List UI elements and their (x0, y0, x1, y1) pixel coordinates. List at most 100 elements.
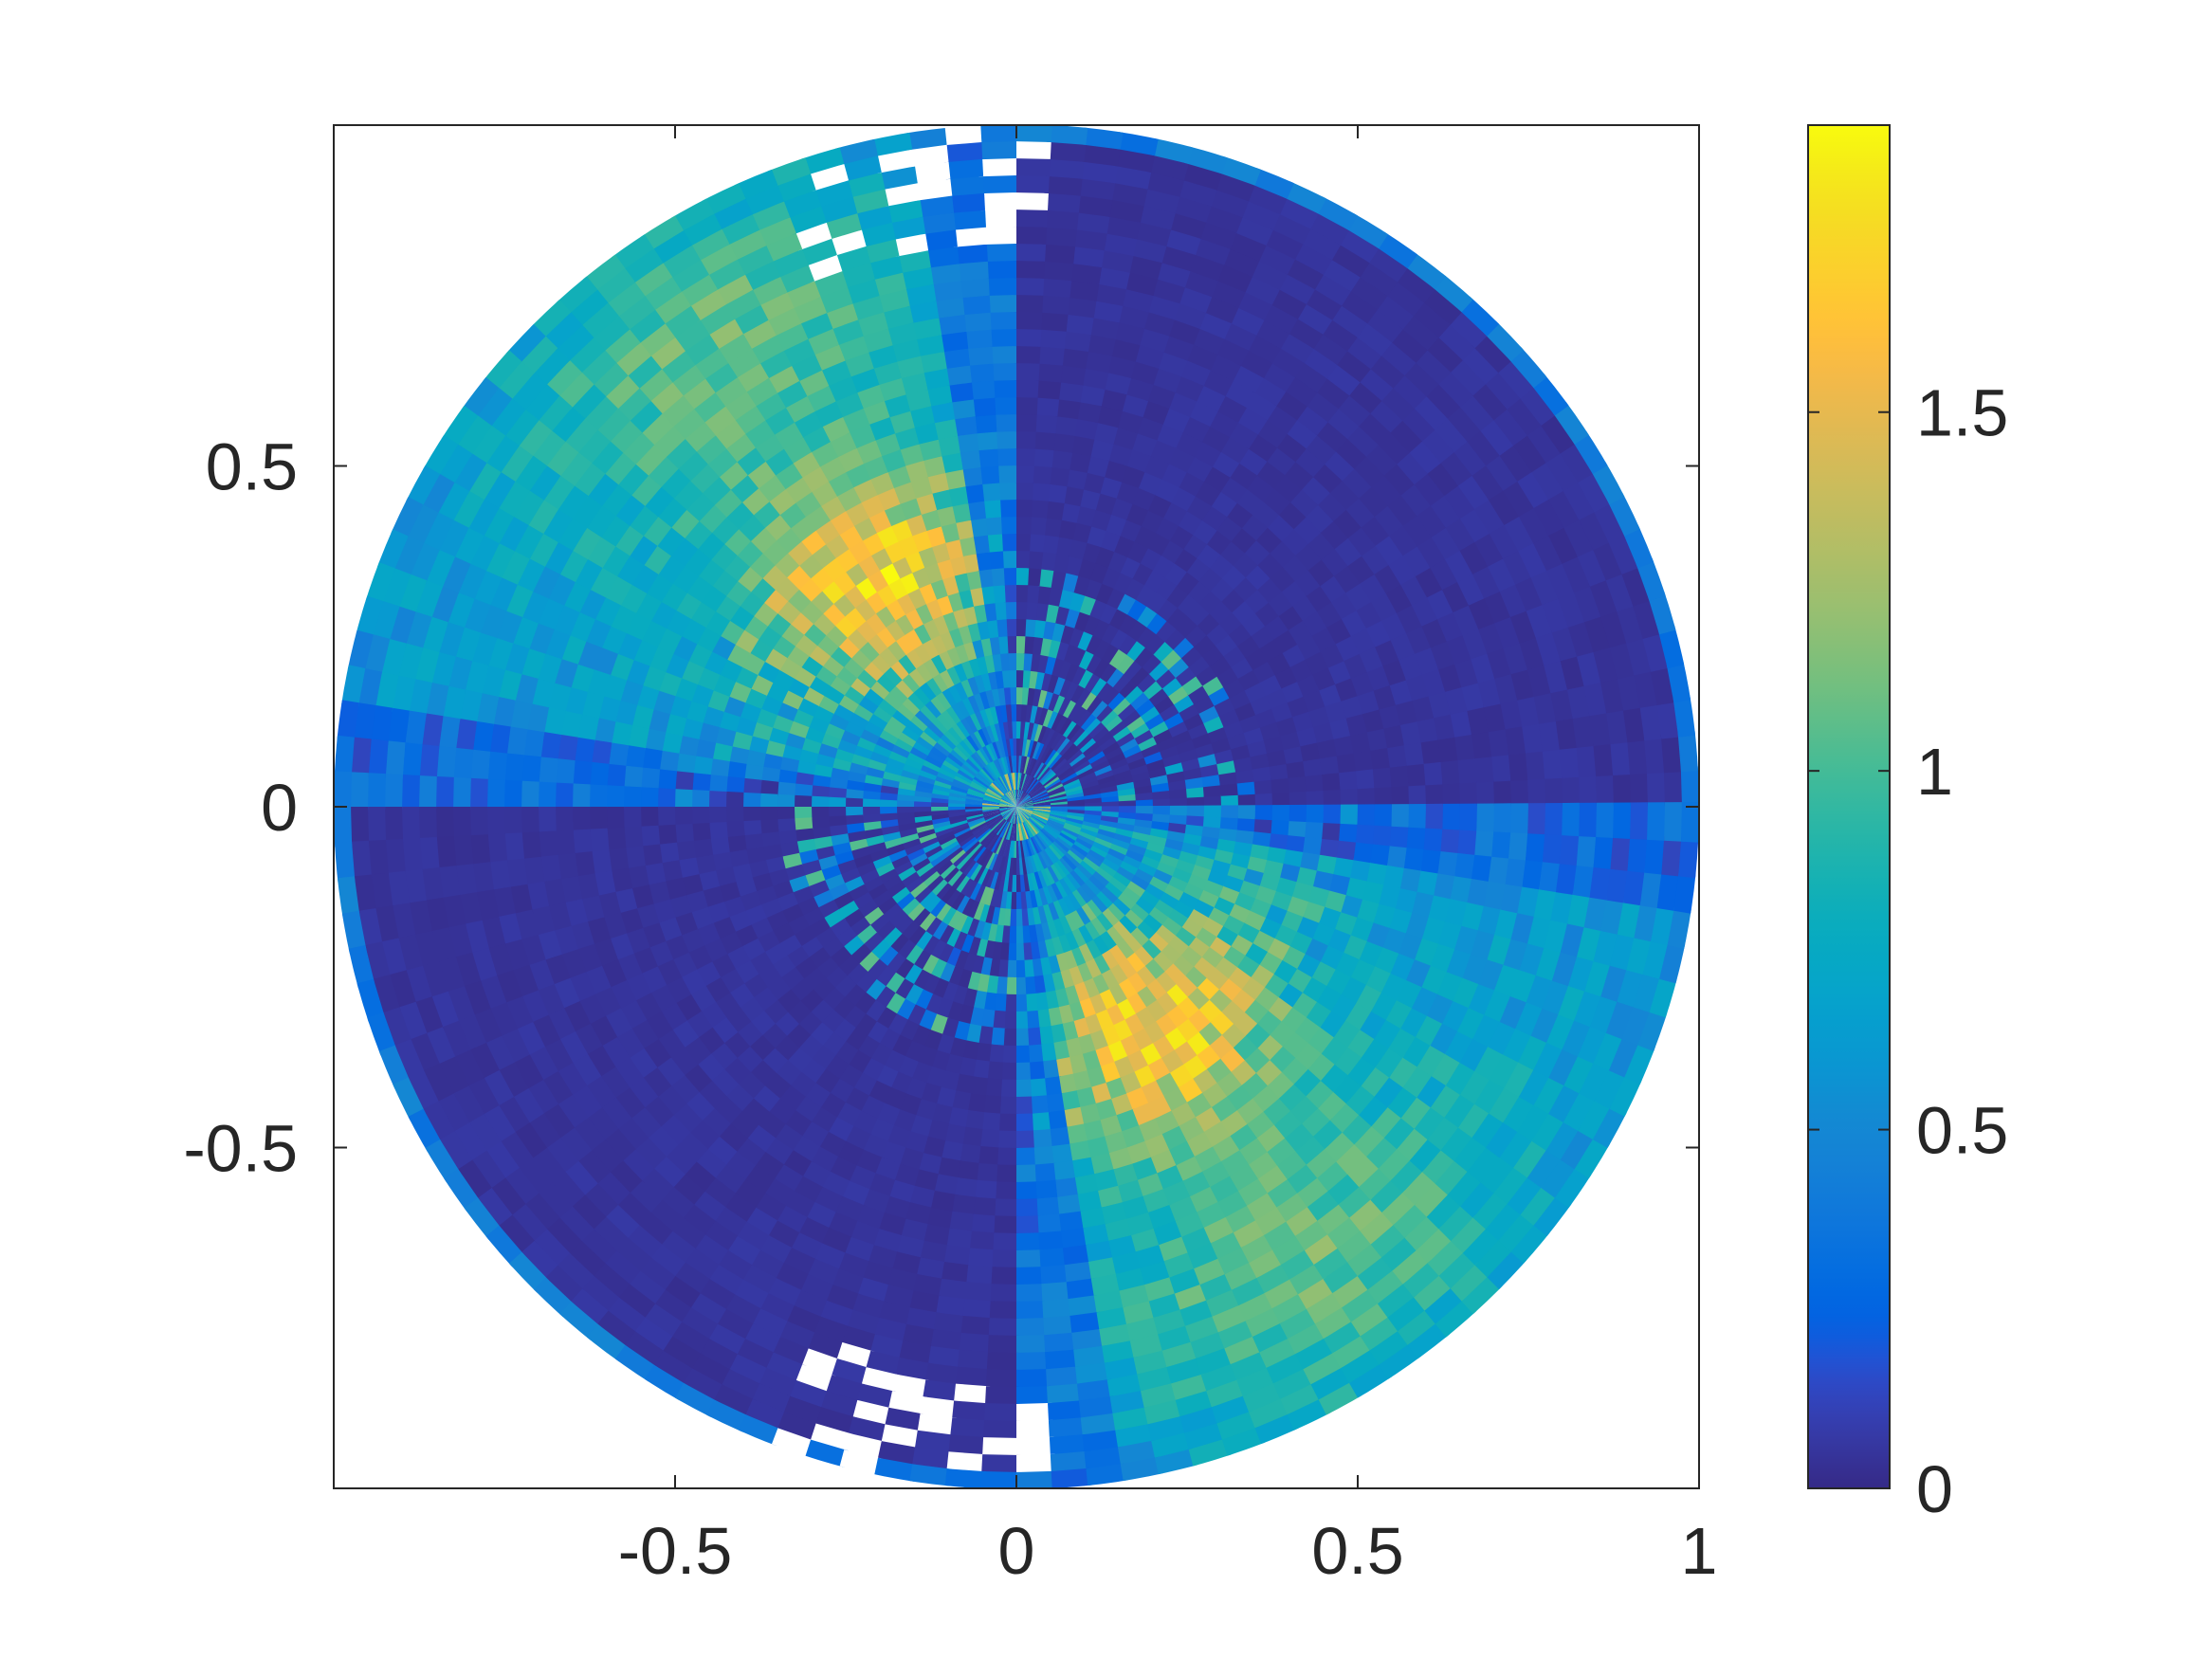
heatmap-cell (1590, 460, 1626, 505)
heatmap-cell (1090, 299, 1124, 323)
heatmap-cell (708, 1265, 747, 1298)
heatmap-cell (483, 1069, 517, 1110)
heatmap-cell (1401, 358, 1440, 397)
heatmap-cell (1416, 715, 1439, 743)
heatmap-cell (1171, 1373, 1211, 1402)
heatmap-cell (1003, 773, 1012, 792)
heatmap-cell (520, 780, 539, 811)
heatmap-cell (1030, 481, 1051, 501)
heatmap-cell (1091, 895, 1110, 914)
heatmap-cell (1041, 771, 1058, 786)
heatmap-cell (471, 862, 495, 897)
heatmap-cell (488, 860, 512, 894)
heatmap-cell (1059, 768, 1077, 781)
heatmap-cell (981, 225, 1016, 245)
heatmap-cell (831, 1358, 870, 1387)
heatmap-cell (930, 1329, 965, 1352)
heatmap-cell (1084, 806, 1104, 811)
heatmap-cell (1088, 874, 1107, 893)
heatmap-cell (1099, 662, 1118, 683)
heatmap-cell (912, 1447, 954, 1471)
heatmap-cell (901, 921, 921, 941)
heatmap-cell (1080, 1206, 1108, 1230)
heatmap-cell (1378, 702, 1402, 729)
heatmap-cell (1033, 413, 1058, 434)
heatmap-cell (1059, 878, 1074, 897)
heatmap-cell (1354, 319, 1394, 356)
heatmap-cell (882, 665, 903, 687)
heatmap-cell (965, 815, 984, 824)
heatmap-cell (825, 374, 858, 403)
heatmap-cell (1156, 736, 1178, 752)
heatmap-cell (336, 700, 359, 742)
heatmap-cell (889, 933, 910, 955)
heatmap-cell (1428, 892, 1453, 922)
heatmap-cell (977, 769, 993, 785)
heatmap-cell (520, 591, 549, 627)
heatmap-cell (893, 613, 914, 636)
heatmap-cell (895, 1358, 933, 1382)
heatmap-cell (1017, 771, 1022, 791)
heatmap-cell (588, 567, 618, 601)
heatmap-cell (1218, 707, 1241, 728)
heatmap-cell (486, 833, 508, 866)
heatmap-cell (997, 803, 1016, 807)
heatmap-cell (983, 791, 1001, 800)
heatmap-cell (1627, 736, 1649, 775)
heatmap-cell (1167, 720, 1190, 738)
heatmap-cell (1574, 1135, 1612, 1179)
heatmap-cell (1002, 793, 1016, 807)
heatmap-cell (452, 1085, 487, 1127)
heatmap-cell (963, 810, 983, 816)
heatmap-cell (804, 253, 843, 283)
heatmap-cell (1041, 746, 1054, 764)
heatmap-cell (1217, 1246, 1253, 1276)
heatmap-cell (1266, 1352, 1308, 1385)
heatmap-cell (959, 294, 991, 316)
heatmap-cell (1453, 975, 1481, 1009)
heatmap-cell (1135, 896, 1157, 916)
heatmap-cell (1253, 777, 1274, 794)
colorbar-ticks: 00.511.5 (1808, 376, 2008, 1526)
heatmap-cell (1001, 807, 1016, 819)
heatmap-cell (1028, 780, 1042, 795)
heatmap-cell (977, 974, 992, 994)
heatmap-cell (398, 1001, 429, 1045)
heatmap-cell (987, 816, 1004, 830)
heatmap-cell (1075, 762, 1094, 776)
heatmap-cell (976, 447, 999, 468)
heatmap-cell (1681, 802, 1699, 843)
heatmap-cell (959, 1332, 993, 1354)
heatmap-cell (1432, 272, 1474, 313)
heatmap-cell (1545, 1119, 1581, 1161)
heatmap-cell (622, 786, 642, 810)
heatmap-cell (1004, 807, 1016, 822)
heatmap-cell (999, 797, 1016, 807)
heatmap-cell (1363, 305, 1404, 343)
heatmap-cell (1065, 467, 1088, 490)
heatmap-cell (847, 712, 869, 731)
heatmap-cell (1198, 1021, 1225, 1047)
heatmap-cell (752, 1308, 792, 1340)
heatmap-cell (1027, 873, 1035, 893)
heatmap-cell (1042, 689, 1054, 710)
heatmap-cell (1091, 421, 1119, 445)
heatmap-cell (901, 763, 922, 776)
heatmap-cell (968, 379, 996, 400)
heatmap-cell (1069, 1311, 1104, 1335)
heatmap-cell (914, 736, 934, 752)
heatmap-cell (978, 886, 991, 906)
heatmap-cell (1016, 793, 1030, 807)
heatmap-cell (1080, 366, 1109, 390)
heatmap-cell (1218, 827, 1239, 842)
heatmap-cell (1133, 776, 1153, 789)
heatmap-cell (1220, 246, 1260, 277)
heatmap-cell (1105, 881, 1124, 900)
heatmap-cell (973, 1059, 992, 1081)
heatmap-cell (396, 574, 428, 616)
heatmap-cell (1236, 816, 1257, 832)
heatmap-cell (1592, 500, 1626, 543)
heatmap-cell (764, 306, 801, 337)
heatmap-cell (974, 551, 992, 572)
heatmap-cell (1031, 789, 1049, 799)
